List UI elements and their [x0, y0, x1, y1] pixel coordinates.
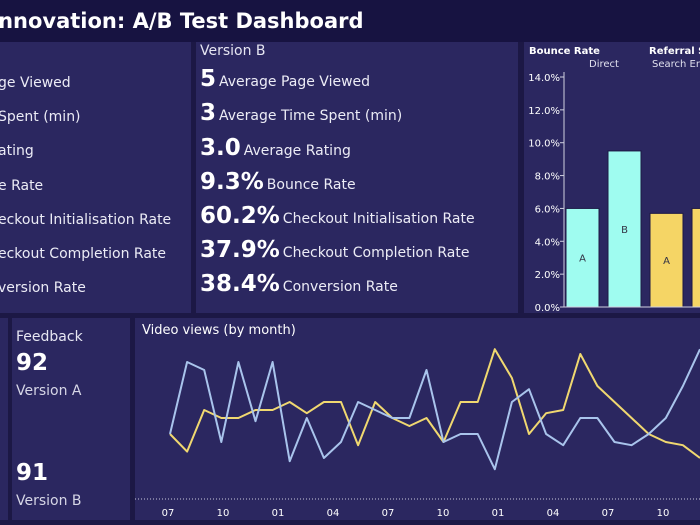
version-b-title: Version B — [200, 43, 266, 59]
metric-label: Average Page Viewed — [219, 74, 371, 90]
version-b-metric: 5 Average Page Viewed — [200, 66, 370, 92]
x-tick-label: 07 — [602, 508, 615, 519]
feedback-a-value: 92 — [16, 350, 49, 376]
version-b-metric: 38.4% Conversion Rate — [200, 271, 398, 297]
metric-value: 9.3% — [200, 169, 264, 195]
bar-group-label: Direct — [589, 59, 619, 70]
version-a-metric-label: eckout Completion Rate — [0, 246, 167, 262]
bar-label: A — [663, 256, 670, 267]
x-tick-label: 01 — [492, 508, 505, 519]
feedback-panel: Feedback 92 Version A 91 Version B — [12, 318, 130, 520]
version-a-metric-label: Spent (min) — [0, 109, 81, 125]
y-tick-label: 2.0% — [535, 270, 560, 281]
bar-label: B — [621, 225, 628, 236]
metric-label: Bounce Rate — [266, 177, 356, 193]
referral-source-header: Referral So — [649, 46, 700, 57]
version-a-metric-label: e Rate — [0, 178, 44, 194]
version-b-metric: 60.2% Checkout Initialisation Rate — [200, 203, 475, 229]
metric-value: 3.0 — [200, 135, 241, 161]
y-tick-label: 6.0% — [535, 204, 560, 215]
video-views-panel: Video views (by month) 07 10 01 04 07 10 01 04 07… — [135, 318, 700, 520]
y-tick-label: 10.0% — [528, 139, 560, 150]
version-a-metric-label: ge Viewed — [0, 75, 71, 91]
metric-value: 37.9% — [200, 237, 280, 263]
metric-value: 5 — [200, 66, 217, 92]
version-a-metric-label: eckout Initialisation Rate — [0, 212, 172, 228]
version-b-metric: 3 Average Time Spent (min) — [200, 100, 402, 126]
video-views-series-line — [169, 348, 700, 471]
y-tick-label: 4.0% — [535, 237, 560, 248]
version-b-panel: Version B 5 Average Page Viewed 3 Average T… — [196, 42, 518, 313]
y-tick-label: 12.0% — [528, 106, 560, 117]
x-tick-label: 07 — [382, 508, 395, 519]
feedback-b-value: 91 — [16, 460, 49, 486]
feedback-a-label: Version A — [16, 383, 82, 399]
x-tick-label: 04 — [327, 508, 340, 519]
dashboard-title: n Innovation: A/B Test Dashboard — [0, 9, 364, 33]
x-tick-label: 07 — [162, 508, 175, 519]
x-tick-label: 04 — [547, 508, 560, 519]
bounce-bar — [565, 207, 600, 308]
feedback-title: Feedback — [16, 329, 83, 345]
metric-label: Average Rating — [243, 143, 351, 159]
bar-label: A — [579, 254, 586, 265]
version-a-metric-label: version Rate — [0, 280, 86, 296]
y-tick-label: 14.0% — [528, 73, 560, 84]
feedback-b-label: Version B — [16, 493, 82, 509]
metric-value: 38.4% — [200, 271, 280, 297]
version-a-metric-label: ating — [0, 143, 34, 159]
x-tick-label: 10 — [657, 508, 670, 519]
metric-value: 3 — [200, 100, 217, 126]
video-views-chart: Video views (by month) 07 10 01 04 07 10 01 04 07… — [135, 323, 700, 519]
y-tick-label: 8.0% — [535, 172, 560, 183]
x-tick-label: 10 — [437, 508, 450, 519]
version-b-metric: 3.0 Average Rating — [200, 135, 351, 161]
x-tick-label: 10 — [217, 508, 230, 519]
version-b-metric: 37.9% Checkout Completion Rate — [200, 237, 469, 263]
bar-group-label: Search En — [652, 59, 700, 70]
metric-label: Average Time Spent (min) — [219, 108, 403, 124]
version-a-panel: ge Viewed Spent (min) ating e Rate eckout I… — [0, 42, 191, 313]
version-b-metric: 9.3% Bounce Rate — [200, 169, 356, 195]
bounce-rate-title: Bounce Rate — [529, 46, 600, 57]
bounce-rate-chart: Bounce Rate Referral So Direct Search En 0.0… — [528, 46, 700, 313]
metric-label: Checkout Completion Rate — [282, 245, 470, 261]
video-views-title: Video views (by month) — [142, 323, 296, 338]
bounce-bar — [691, 207, 700, 308]
x-tick-label: 01 — [272, 508, 285, 519]
metric-label: Checkout Initialisation Rate — [282, 211, 475, 227]
metric-value: 60.2% — [200, 203, 280, 229]
bounce-rate-panel: Bounce Rate Referral So Direct Search En 0.0… — [524, 42, 700, 313]
left-bottom-panel — [0, 318, 8, 520]
dashboard-header: n Innovation: A/B Test Dashboard — [0, 0, 700, 42]
y-tick-label: 0.0% — [535, 303, 560, 313]
metric-label: Conversion Rate — [282, 279, 398, 295]
